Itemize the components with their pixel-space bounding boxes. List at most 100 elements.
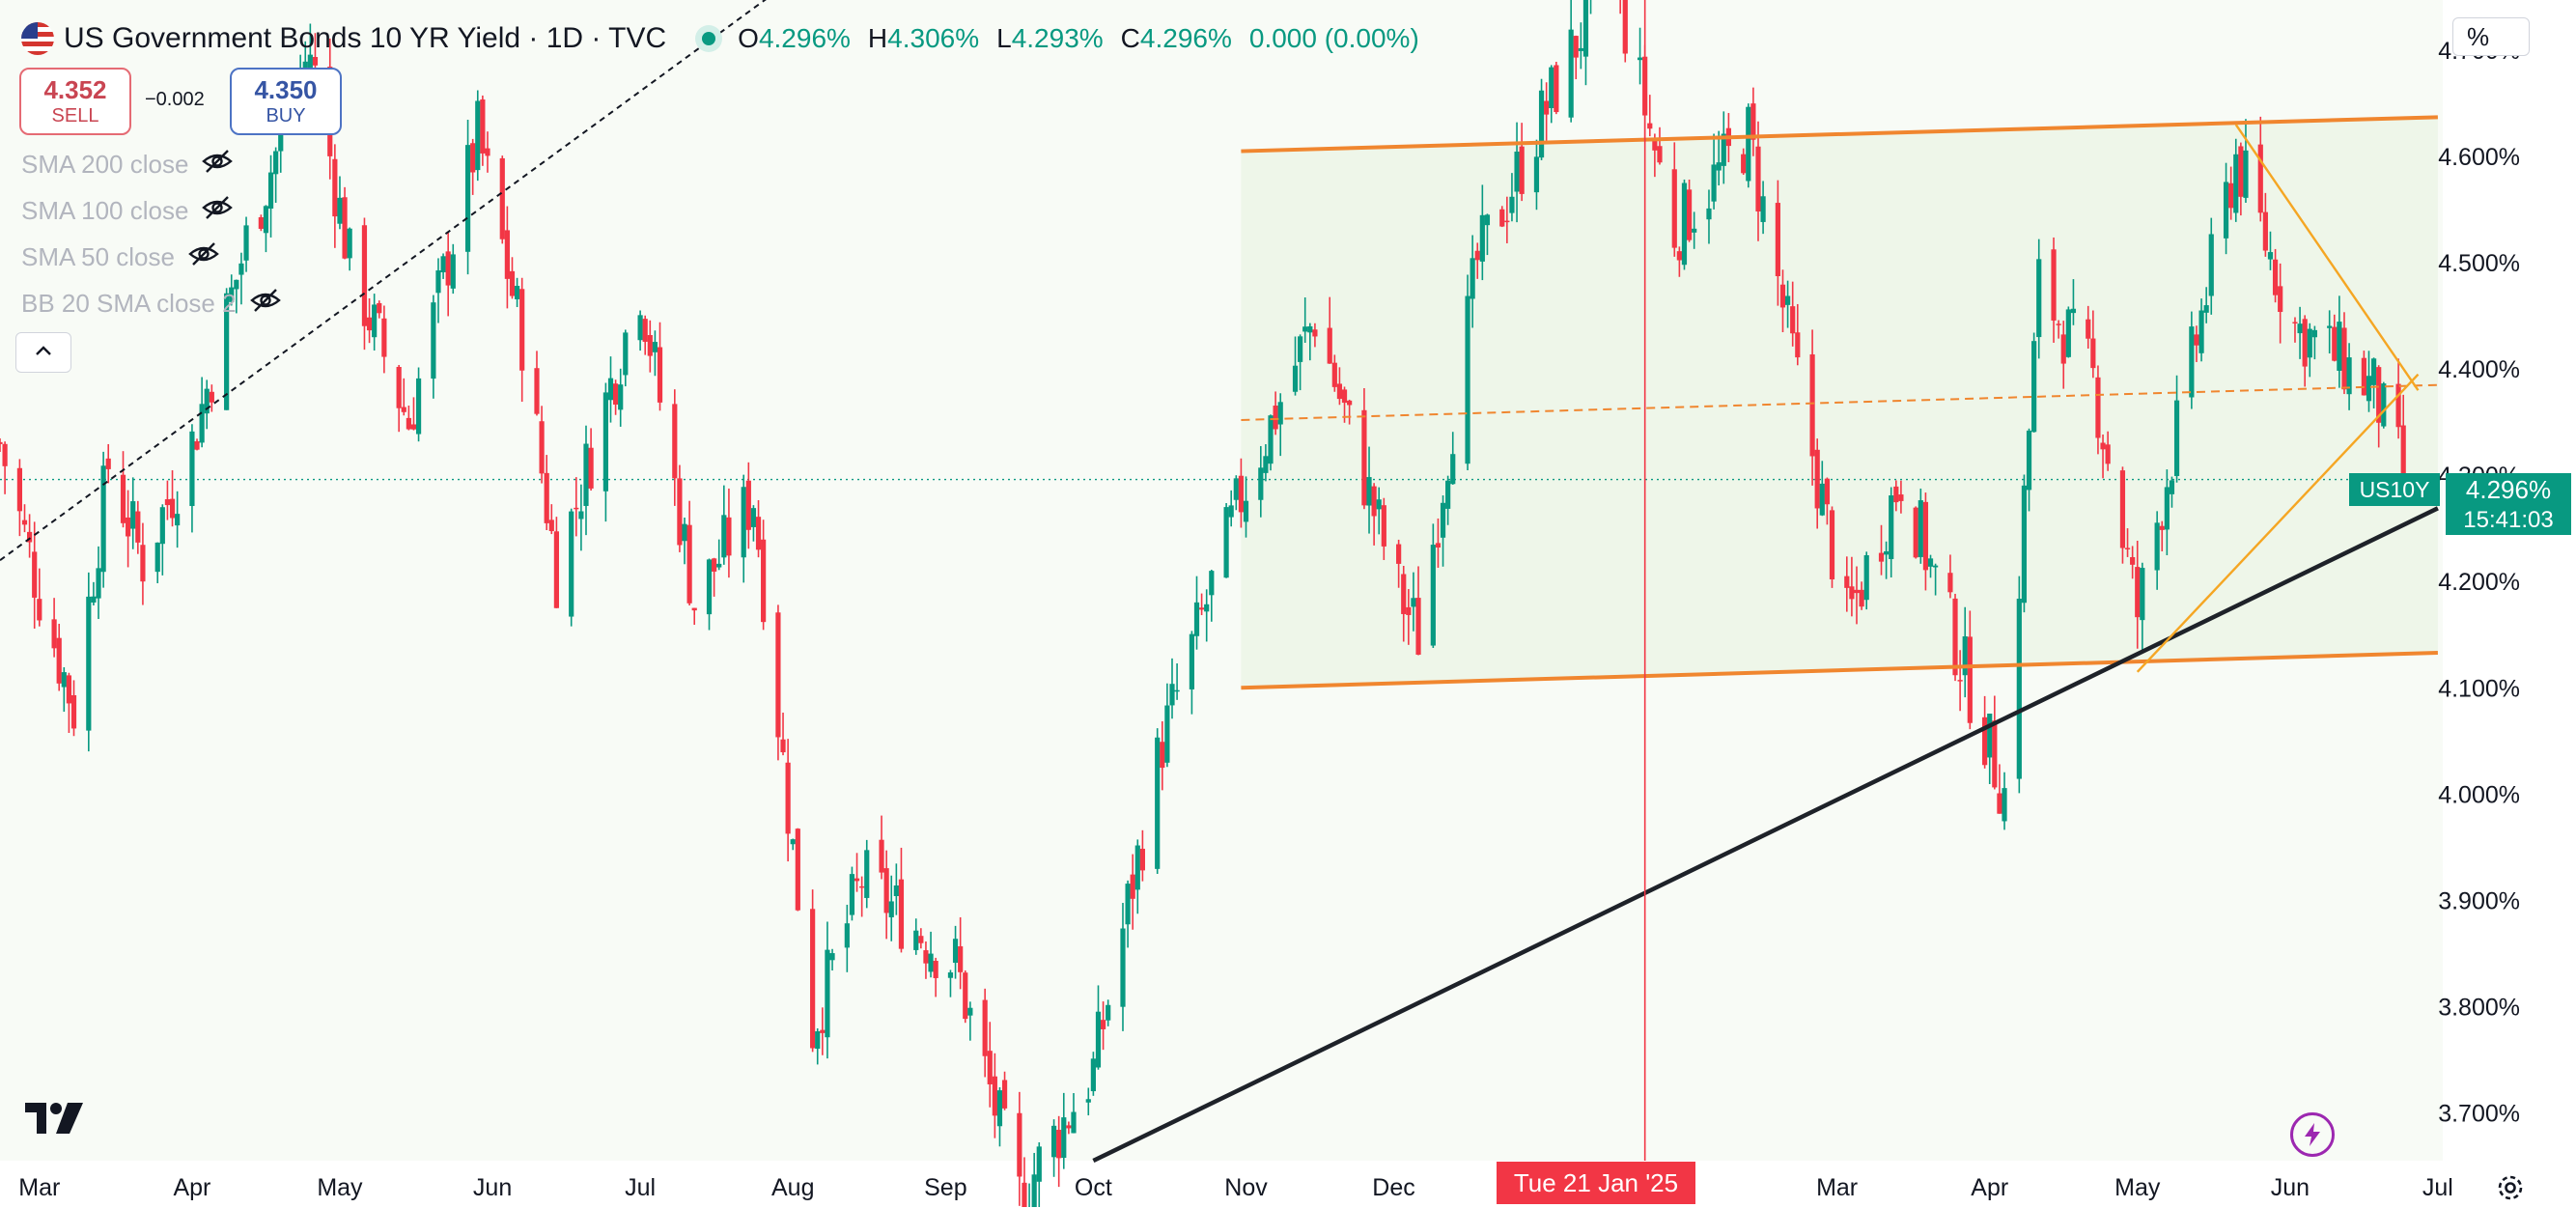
time-tick-label: Apr <box>1971 1174 2008 1201</box>
indicator-sma200[interactable]: SMA 200 close <box>21 145 234 183</box>
candle-body <box>480 99 486 154</box>
dashed-trend-line[interactable] <box>0 0 798 562</box>
candle-body <box>996 1090 1003 1127</box>
triangle-lower-line[interactable] <box>2136 373 2420 673</box>
price-axis[interactable]: 4.700%4.600%4.500%4.400%4.300%4.200%4.10… <box>2438 38 2520 1127</box>
candle-body <box>1366 477 1372 506</box>
candle-body <box>1622 0 1628 54</box>
candle-body <box>607 378 614 401</box>
candle-body <box>27 531 33 543</box>
symbol-title[interactable]: US Government Bonds 10 YR Yield · 1D · T… <box>64 22 667 54</box>
triangle-upper-line[interactable] <box>2234 124 2420 391</box>
candle-body <box>273 151 279 175</box>
candle-body <box>780 739 786 753</box>
candle-body <box>1819 483 1825 516</box>
candle-body <box>1578 47 1583 51</box>
candle-body <box>1243 500 1249 522</box>
candle-body <box>2056 323 2061 325</box>
gear-icon[interactable] <box>2495 1172 2526 1208</box>
candle-body <box>1258 467 1264 500</box>
time-tick-label: Jun <box>2271 1174 2310 1201</box>
buy-button[interactable]: 4.350 BUY <box>230 68 342 135</box>
candles <box>0 0 2406 1207</box>
indicator-sma100[interactable]: SMA 100 close <box>21 191 234 230</box>
candle-body <box>1863 555 1869 601</box>
eye-hidden-icon[interactable] <box>202 195 234 227</box>
channel-median-line[interactable] <box>1241 383 2438 421</box>
candle-body <box>2400 425 2406 480</box>
candle-body <box>1686 189 1693 240</box>
unit-toggle-button[interactable]: % <box>2452 17 2530 56</box>
indicator-bb20[interactable]: BB 20 SMA close 2 <box>21 284 281 323</box>
candle-body <box>1692 228 1697 233</box>
candle-body <box>1223 507 1229 578</box>
candle-body <box>1066 1125 1072 1129</box>
price-tick-label: 4.100% <box>2438 675 2520 702</box>
channel-lower-line[interactable] <box>1241 650 2438 690</box>
eye-hidden-icon[interactable] <box>188 241 219 273</box>
candle-body <box>243 225 249 261</box>
candle-body <box>1898 494 1904 501</box>
candle-body <box>2154 522 2160 571</box>
candle-body <box>825 949 830 1038</box>
candle-body <box>829 953 835 961</box>
candle-body <box>1484 214 1491 226</box>
candle-body <box>2198 310 2204 353</box>
candle-body <box>1681 183 1688 266</box>
candle-body <box>1106 1004 1111 1021</box>
support-trend-line[interactable] <box>1092 506 2439 1164</box>
price-tick-label: 3.700% <box>2438 1100 2520 1127</box>
candle-body <box>1465 295 1470 464</box>
candle-body <box>544 472 549 523</box>
time-axis[interactable]: MarAprMayJunJulAugSepOctNovDec2025MarApr… <box>18 1174 2453 1201</box>
crosshair-date-label: Tue 21 Jan '25 <box>1497 1162 1695 1204</box>
collapse-legend-button[interactable] <box>15 332 71 373</box>
candle-body <box>100 465 106 573</box>
eye-hidden-icon[interactable] <box>249 288 281 320</box>
candle-body <box>1307 325 1313 333</box>
lightning-icon[interactable] <box>2290 1112 2335 1157</box>
candle-body <box>1198 607 1205 610</box>
candle-body <box>1204 604 1210 612</box>
candle-body <box>578 511 584 520</box>
eye-hidden-icon[interactable] <box>202 149 234 181</box>
candle-body <box>1341 389 1348 404</box>
candle-body <box>56 637 62 684</box>
candle-body <box>238 263 244 275</box>
candle-body <box>1568 29 1574 118</box>
candle-body <box>37 599 42 621</box>
time-tick-label: Mar <box>1816 1174 1858 1201</box>
candle-body <box>258 217 264 229</box>
candle-body <box>2016 598 2022 779</box>
candle-body <box>347 228 352 259</box>
candle-body <box>1450 454 1456 485</box>
market-status-icon[interactable] <box>695 25 723 52</box>
candle-body <box>1706 208 1712 220</box>
candle-body <box>583 443 589 506</box>
low-value: 4.293% <box>1011 23 1104 53</box>
candle-body <box>1381 505 1386 547</box>
candle-body <box>1056 1130 1062 1159</box>
candle-body <box>849 874 855 915</box>
time-tick-label: Jul <box>2422 1174 2453 1201</box>
price-tick-label: 4.000% <box>2438 781 2520 808</box>
candle-body <box>1918 500 1923 557</box>
channel-upper-line[interactable] <box>1241 115 2438 154</box>
candle-body <box>706 559 713 615</box>
candle-body <box>406 417 411 430</box>
buy-label: BUY <box>266 105 306 126</box>
tradingview-logo[interactable] <box>25 1103 87 1140</box>
candle-body <box>647 334 653 356</box>
last-price-label: 4.296% <box>2446 473 2571 506</box>
candle-body <box>854 878 860 882</box>
candle-body <box>795 829 800 911</box>
candle-body <box>1411 598 1416 607</box>
candle-body <box>1711 164 1717 202</box>
price-tick-label: 4.400% <box>2438 356 2520 383</box>
candle-body <box>1022 1182 1027 1207</box>
sell-button[interactable]: 4.352 SELL <box>19 68 131 135</box>
candle-body <box>105 458 111 469</box>
indicator-sma50[interactable]: SMA 50 close <box>21 238 219 276</box>
candle-body <box>1554 65 1559 113</box>
